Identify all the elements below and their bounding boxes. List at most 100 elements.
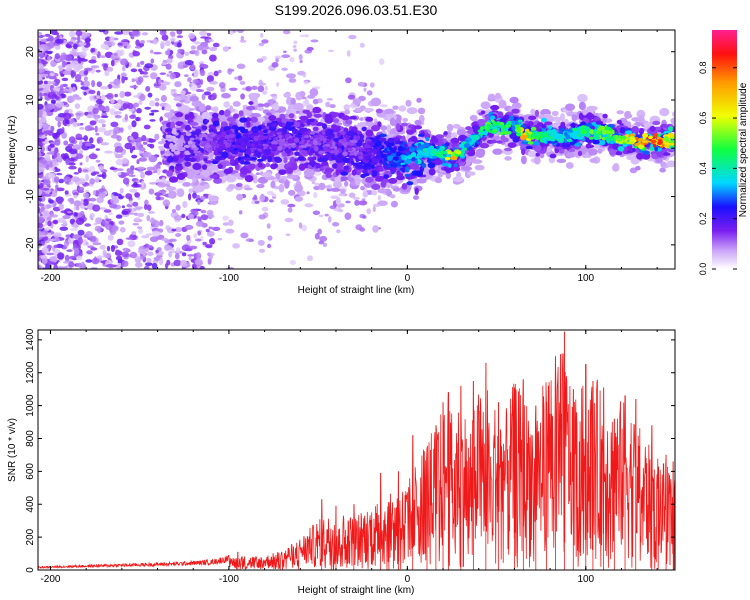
spectrogram-cell xyxy=(150,109,159,113)
spectrogram-cell xyxy=(49,214,59,218)
spectrogram-cell xyxy=(89,197,97,202)
spectrogram-cell xyxy=(346,50,351,57)
spectrogram-cell xyxy=(209,238,216,245)
spectrogram-cell xyxy=(194,258,203,266)
spectrogram-cell xyxy=(53,263,58,269)
spectrogram-cell xyxy=(173,96,182,102)
spectrogram-cell xyxy=(199,9,207,12)
spectrogram-cell xyxy=(176,173,186,180)
spectrogram-cell xyxy=(55,196,64,203)
spectrogram-cell xyxy=(329,104,336,109)
spectrogram-cell xyxy=(175,204,181,211)
spectrogram-cell xyxy=(443,131,448,136)
spectrogram-cell xyxy=(109,167,119,170)
spectrogram-cell xyxy=(273,163,278,169)
spectrogram-cell xyxy=(406,129,415,135)
spectrogram-cell xyxy=(136,159,140,165)
spectrogram-cell xyxy=(238,110,244,117)
spectrogram-cell xyxy=(188,255,192,261)
spectrogram-cell xyxy=(67,143,74,147)
spectrogram-cell xyxy=(41,111,48,118)
spectrogram-cell xyxy=(587,148,598,156)
spectrogram-cell xyxy=(135,39,140,47)
spectrogram-cell xyxy=(362,191,369,198)
spectrogram-cell xyxy=(293,48,297,52)
spectrogram-cell xyxy=(372,206,376,213)
spectrogram-cell xyxy=(206,75,214,83)
spectrogram-cell xyxy=(205,228,210,233)
spectrogram-cell xyxy=(53,244,59,249)
spectrogram-cell xyxy=(92,51,99,55)
spectrogram-cell xyxy=(535,152,540,157)
spectrogram-cell xyxy=(358,121,368,128)
spectrogram-cell xyxy=(662,152,671,156)
spectrogram-cell xyxy=(256,103,265,108)
spectrogram-cell xyxy=(83,135,88,142)
spectrogram-cell xyxy=(109,36,115,42)
spectrogram-cell xyxy=(45,83,52,89)
spectrogram-cell xyxy=(258,82,267,86)
spectrogram-cell xyxy=(100,142,110,146)
spectrogram-cell xyxy=(95,148,101,151)
spectrogram-cell xyxy=(38,31,42,37)
spectrogram-cell xyxy=(166,245,173,251)
spectrogram-cell xyxy=(84,207,88,211)
spectrogram-cell xyxy=(213,70,219,77)
spectrogram-cell xyxy=(48,199,54,204)
spectrogram-cell xyxy=(142,251,147,257)
spectrogram-cell xyxy=(113,193,122,196)
spectrogram-cell xyxy=(144,106,151,110)
spectrogram-cell xyxy=(184,51,190,57)
spectrogram-cell xyxy=(141,135,147,142)
spectrogram-cell xyxy=(79,178,86,185)
spectrogram-cell xyxy=(371,125,380,132)
spectrogram-cell xyxy=(306,46,314,51)
spectrogram-cell xyxy=(52,220,59,224)
spectrogram-cell xyxy=(118,195,124,200)
spectrogram-cell xyxy=(195,346,199,349)
spectrogram-cell xyxy=(151,230,161,237)
spectrogram-cell xyxy=(90,127,95,131)
spectrogram-cell xyxy=(76,206,80,211)
spectrogram-cell xyxy=(200,195,206,201)
spectrogram-cell xyxy=(47,220,52,227)
spectrogram-cell xyxy=(61,77,69,82)
spectrogram-cell xyxy=(294,196,303,202)
spectrogram-cell xyxy=(77,229,85,236)
spectrogram-cell xyxy=(327,216,332,223)
spectrogram-cell xyxy=(199,30,208,36)
spectrogram-cell xyxy=(504,147,512,152)
spectrogram-cell xyxy=(198,103,206,112)
spectrogram-cell xyxy=(181,244,191,252)
spectrogram-cell xyxy=(168,238,177,242)
spectrogram-cell xyxy=(101,123,106,128)
spectrogram-cell xyxy=(240,16,248,21)
spectrogram-cell xyxy=(164,50,171,56)
spectrogram-cell xyxy=(168,250,173,258)
spectrogram-cell xyxy=(161,106,165,111)
spectrogram-cell xyxy=(246,121,251,128)
spectrogram-cell xyxy=(533,156,541,165)
spectrogram-cell xyxy=(56,187,65,192)
spectrogram-cell xyxy=(225,228,235,234)
spectrogram-cell xyxy=(91,257,100,265)
spectrogram-cell xyxy=(49,143,55,148)
spectrogram-cell xyxy=(68,261,75,268)
spectrogram-cell xyxy=(113,52,118,57)
spectrogram-cell xyxy=(121,76,125,84)
spectrogram-cell xyxy=(129,85,139,89)
spectrogram-cell xyxy=(208,151,215,159)
spectrogram-cell xyxy=(193,185,205,193)
spectrogram-cell xyxy=(61,131,67,139)
spectrogram-cell xyxy=(99,55,106,58)
spectrogram-cell xyxy=(260,33,264,38)
spectrogram-cell xyxy=(121,260,129,267)
spectrogram-heatmap xyxy=(38,9,675,349)
spectrogram-cell xyxy=(146,166,155,171)
spectrogram-cell xyxy=(98,191,106,199)
spectrogram-cell xyxy=(106,245,111,252)
spectrogram-cell xyxy=(211,92,217,100)
spectrogram-cell xyxy=(122,41,129,47)
spectrogram-cell xyxy=(88,59,97,64)
spectrogram-cell xyxy=(83,92,87,96)
